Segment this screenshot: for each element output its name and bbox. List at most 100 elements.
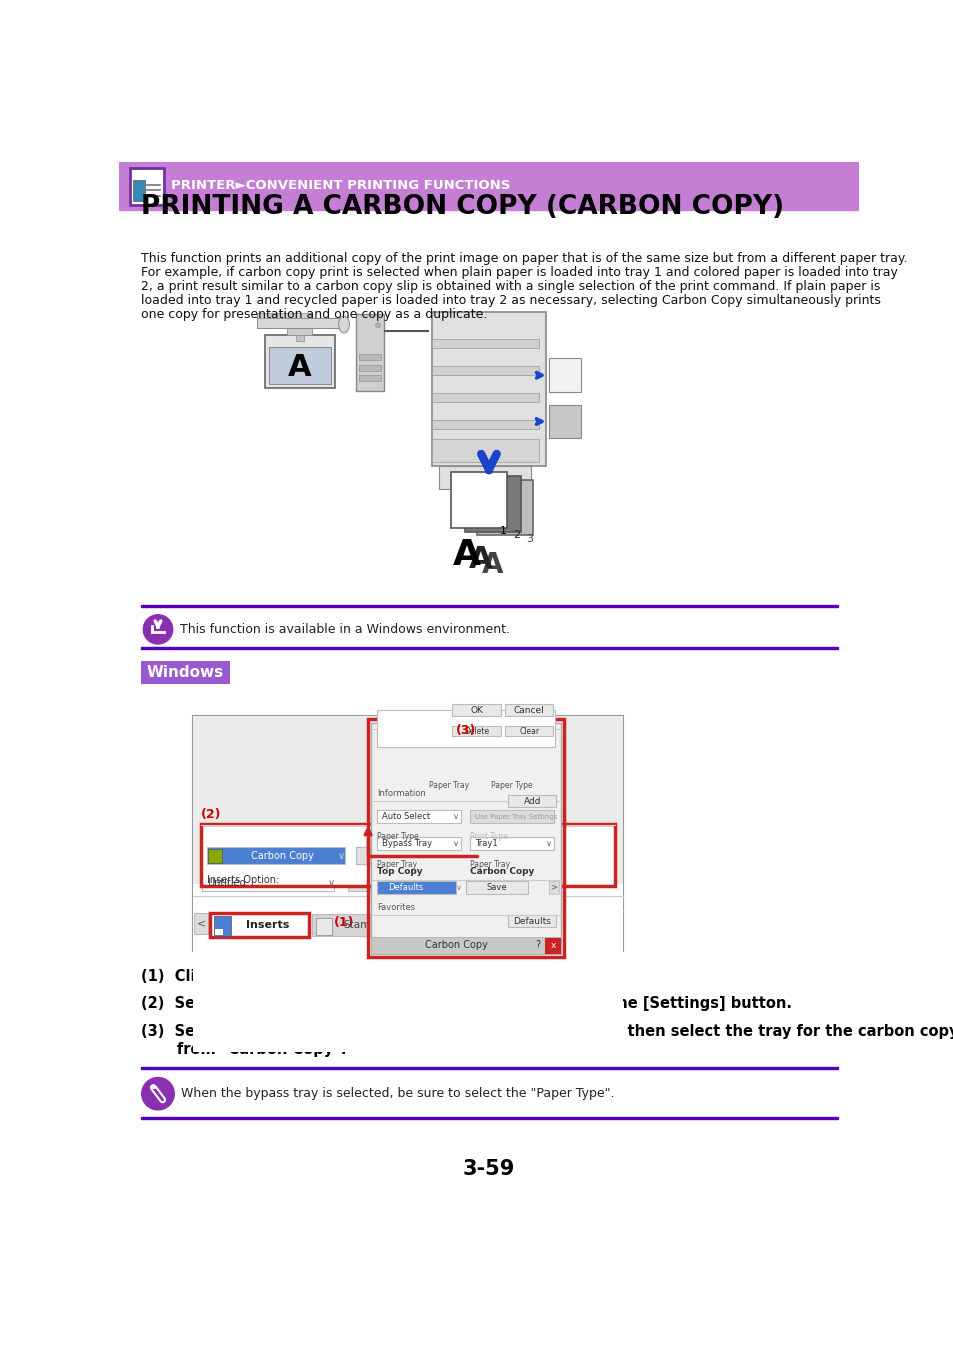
Bar: [359, 354, 381, 360]
Circle shape: [143, 614, 172, 644]
Bar: [141, 1066, 838, 1069]
Text: A: A: [452, 539, 480, 572]
Bar: [141, 662, 230, 684]
Text: x: x: [612, 938, 618, 949]
Text: (2): (2): [200, 809, 221, 821]
Bar: [348, 876, 433, 891]
Text: For example, if carbon copy print is selected when plain paper is loaded into tr: For example, if carbon copy print is sel…: [141, 266, 897, 279]
Bar: [404, 918, 419, 936]
Text: A: A: [468, 545, 492, 574]
Bar: [312, 914, 397, 936]
Text: Windows: Windows: [147, 666, 223, 680]
Text: When the bypass tray is selected, be sure to select the "Paper Type".: When the bypass tray is selected, be sur…: [181, 1087, 614, 1100]
Bar: [505, 705, 553, 717]
Bar: [470, 810, 554, 822]
Circle shape: [142, 1077, 174, 1110]
Bar: [208, 849, 222, 863]
Text: Auto Select: Auto Select: [381, 811, 430, 821]
Bar: [359, 375, 381, 382]
Bar: [470, 837, 554, 849]
Bar: [141, 647, 838, 648]
Text: Defaults: Defaults: [388, 883, 423, 892]
Text: A: A: [481, 551, 503, 579]
Text: Printing Preferences: Printing Preferences: [202, 915, 287, 925]
Bar: [213, 915, 231, 936]
Bar: [400, 914, 500, 936]
Bar: [465, 882, 527, 894]
Bar: [196, 937, 208, 949]
Text: Carbon Copy: Carbon Copy: [251, 850, 314, 861]
Text: Tray1: Tray1: [475, 838, 497, 848]
Text: Bypass Tray: Bypass Tray: [381, 838, 432, 848]
Text: Carbon Copy: Carbon Copy: [425, 940, 488, 950]
Bar: [141, 605, 838, 608]
Bar: [193, 884, 622, 1052]
Text: ∨: ∨: [546, 838, 552, 848]
Bar: [355, 848, 479, 864]
Bar: [141, 1118, 838, 1119]
Bar: [199, 913, 292, 929]
Bar: [215, 929, 223, 936]
Text: Settings...: Settings...: [393, 850, 442, 861]
Bar: [545, 938, 560, 953]
Text: This function prints an additional copy of the print image on paper that is of t: This function prints an additional copy …: [141, 252, 906, 265]
Text: (3): (3): [456, 724, 476, 737]
Text: A: A: [288, 354, 312, 382]
Bar: [607, 936, 622, 952]
Text: Paper Tray: Paper Tray: [377, 860, 417, 869]
Text: Add: Add: [523, 796, 540, 806]
Ellipse shape: [338, 316, 349, 333]
Text: Untitled: Untitled: [207, 879, 245, 888]
Bar: [548, 405, 580, 439]
Bar: [431, 420, 537, 429]
Text: (1)  Click the [Inserts] tab.: (1) Click the [Inserts] tab.: [141, 969, 360, 984]
Text: ∨: ∨: [337, 850, 345, 861]
Bar: [451, 472, 506, 528]
Bar: [505, 726, 553, 736]
Text: 2, a print result similar to a carbon copy slip is obtained with a single select: 2, a print result similar to a carbon co…: [141, 279, 880, 293]
Bar: [130, 169, 164, 205]
Text: Use Paper Tray Settings: Use Paper Tray Settings: [475, 814, 557, 819]
Text: >: >: [550, 883, 557, 892]
Text: Favorites: Favorites: [202, 869, 246, 879]
Bar: [476, 481, 533, 536]
Text: OK: OK: [470, 706, 482, 714]
Bar: [431, 439, 537, 462]
Text: ∨: ∨: [453, 811, 459, 821]
Text: from "Carbon Copy".: from "Carbon Copy".: [141, 1042, 346, 1057]
Text: Cancel: Cancel: [514, 706, 544, 714]
Text: ∨: ∨: [456, 883, 461, 892]
Text: ∨: ∨: [453, 838, 459, 848]
Bar: [257, 313, 311, 319]
Text: 1: 1: [498, 526, 506, 536]
Text: Defaults: Defaults: [513, 917, 551, 926]
Text: (1): (1): [334, 917, 354, 929]
Bar: [119, 162, 858, 209]
Bar: [431, 366, 537, 375]
Text: Stamp: Stamp: [343, 921, 376, 930]
Bar: [508, 795, 556, 807]
Text: Save: Save: [378, 879, 402, 888]
Text: Information: Information: [377, 788, 426, 798]
Bar: [193, 911, 622, 938]
Text: PRINTER►CONVENIENT PRINTING FUNCTIONS: PRINTER►CONVENIENT PRINTING FUNCTIONS: [171, 180, 510, 192]
Text: PRINTING A CARBON COPY (CARBON COPY): PRINTING A CARBON COPY (CARBON COPY): [141, 194, 783, 220]
Text: Inserts Option:: Inserts Option:: [207, 875, 279, 884]
Text: Inserts: Inserts: [246, 921, 290, 930]
Text: (3)  Select the tray for the first copy from "Top Copy", and then select the tra: (3) Select the tray for the first copy f…: [141, 1025, 953, 1040]
Text: Save: Save: [486, 883, 506, 892]
Text: ?: ?: [535, 940, 539, 950]
Bar: [464, 477, 520, 532]
Text: Image Quality: Image Quality: [417, 921, 491, 930]
Text: <: <: [196, 918, 206, 929]
Text: Favorites: Favorites: [377, 903, 415, 911]
Bar: [295, 335, 303, 342]
Text: Paper Tray: Paper Tray: [429, 782, 469, 790]
Bar: [431, 312, 546, 466]
Bar: [548, 882, 558, 894]
Bar: [439, 466, 530, 489]
Bar: [194, 913, 208, 934]
Bar: [202, 876, 334, 891]
Bar: [315, 918, 332, 936]
Bar: [265, 335, 335, 387]
